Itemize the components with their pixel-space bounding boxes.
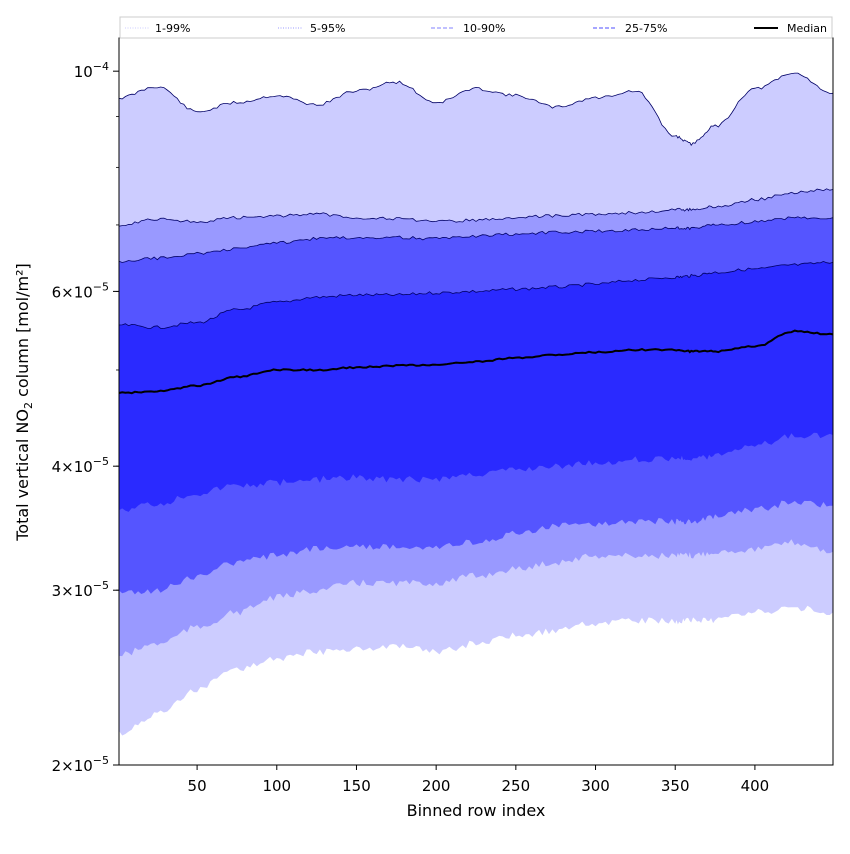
legend-label-5-95%: 5-95%: [310, 22, 345, 35]
x-tick-label: 150: [342, 777, 371, 795]
bands-layer: [119, 73, 833, 736]
band-edges-layer: [118, 72, 834, 395]
legend-label-25-75%: 25-75%: [625, 22, 667, 35]
x-tick-label: 250: [502, 777, 531, 795]
y-tick-label: 6×10−5: [52, 280, 109, 301]
y-axis-label-tail: column [mol/m²]: [13, 263, 32, 402]
x-tick-label: 200: [422, 777, 451, 795]
y-tick-label: 2×10−5: [52, 754, 109, 775]
legend-label-10-90%: 10-90%: [463, 22, 505, 35]
y-axis-label-sub: 2: [22, 402, 35, 409]
legend-box: [119, 16, 833, 39]
band-upper-edge-5-95%: [118, 188, 834, 227]
x-tick-label: 300: [581, 777, 610, 795]
band-upper-edge-1-99%: [118, 72, 834, 146]
legend-label-1-99%: 1-99%: [155, 22, 190, 35]
y-tick-label: 4×10−5: [52, 455, 109, 476]
x-axis: 50 100 150 200 250 300 350 400: [188, 765, 770, 795]
y-tick-label: 3×10−5: [52, 579, 109, 600]
x-axis-label: Binned row index: [407, 801, 546, 820]
legend: 1-99% 5-95% 10-90% 25-75% Median: [119, 16, 833, 39]
x-tick-label: 100: [262, 777, 291, 795]
band-upper-edge-10-90%: [118, 216, 834, 263]
x-tick-label: 350: [661, 777, 690, 795]
x-tick-label: 50: [188, 777, 207, 795]
y-axis-label: Total vertical NO2 column [mol/m²]: [13, 263, 35, 542]
band-upper-edge-25-75%: [118, 260, 834, 329]
band-25-75%: [119, 261, 833, 512]
x-tick-label: 400: [741, 777, 770, 795]
median-line: [118, 329, 834, 395]
y-axis: 10−4 6×10−5 4×10−5 3×10−5 2×10−5: [52, 60, 119, 775]
legend-label-Median: Median: [787, 22, 827, 35]
y-tick-label: 10−4: [74, 60, 109, 81]
y-axis-label-main: Total vertical NO: [13, 409, 32, 542]
